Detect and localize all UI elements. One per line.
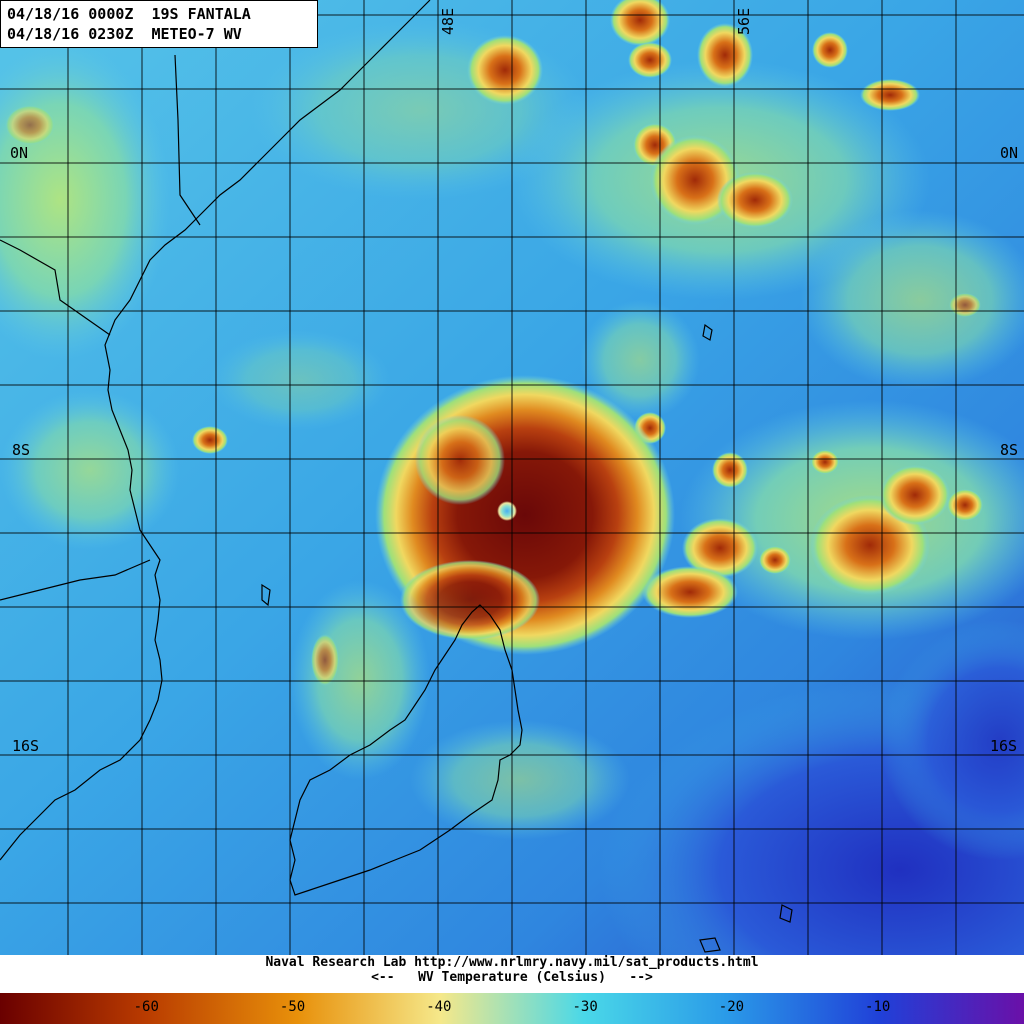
longitude-labels: 48E 56E xyxy=(439,8,753,35)
colorbar-caption: <-- WV Temperature (Celsius) --> xyxy=(371,970,653,985)
tropical-cyclone-fantala xyxy=(375,375,675,655)
colorbar-tick-label: -30 xyxy=(572,999,598,1015)
lat-label-right-8s: 8S xyxy=(1000,441,1018,459)
lat-label-left-16s: 16S xyxy=(12,737,39,755)
water-vapor-map: 0N 0N 8S 8S 16S 16S 48E 56E xyxy=(0,0,1024,955)
island-reunion xyxy=(699,937,721,953)
image-footer: Naval Research Lab http://www.nrlmry.nav… xyxy=(0,955,1024,1024)
colorbar-tick-label: -60 xyxy=(133,999,159,1015)
image-header: 04/18/16 0000Z 19S FANTALA 04/18/16 0230Z… xyxy=(0,0,318,48)
colorbar-strip xyxy=(0,993,1024,1024)
border-line-1 xyxy=(0,239,111,336)
island-mauritius xyxy=(779,904,793,923)
satellite-image: 0N 0N 8S 8S 16S 16S 48E 56E xyxy=(0,0,1024,955)
africa-coastline xyxy=(0,0,431,861)
credit-text: Naval Research Lab http://www.nrlmry.nav… xyxy=(265,955,759,970)
border-line-2 xyxy=(174,54,201,226)
header-line-1: 04/18/16 0000Z 19S FANTALA xyxy=(7,5,251,23)
dry-air-region-east xyxy=(880,620,1024,860)
lon-label-48e: 48E xyxy=(439,8,457,35)
latitude-labels: 0N 0N 8S 8S 16S 16S xyxy=(10,144,1018,755)
coastlines xyxy=(0,0,793,953)
lat-label-right-16s: 16S xyxy=(990,737,1017,755)
temperature-colorbar: -60 -50 -40 -30 -20 -10 xyxy=(0,993,1024,1024)
colorbar-tick-label: -40 xyxy=(426,999,452,1015)
colorbar-tick-label: -20 xyxy=(718,999,745,1015)
lat-label-left-0n: 0N xyxy=(10,144,28,162)
convective-cells xyxy=(5,0,983,686)
colorbar-tick-label: -50 xyxy=(279,999,306,1015)
lon-label-56e: 56E xyxy=(735,8,753,35)
island-comoros xyxy=(261,583,271,607)
colorbar-tick-label: -10 xyxy=(865,999,891,1015)
lat-label-left-8s: 8S xyxy=(12,441,30,459)
lat-label-right-0n: 0N xyxy=(1000,144,1018,162)
border-line-3 xyxy=(0,559,151,601)
seychelles-island xyxy=(702,323,713,341)
madagascar-coastline xyxy=(289,604,523,896)
cyclone-eye xyxy=(497,501,517,521)
moisture-patches xyxy=(0,20,1024,840)
header-line-2: 04/18/16 0230Z METEO-7 WV xyxy=(7,25,242,43)
